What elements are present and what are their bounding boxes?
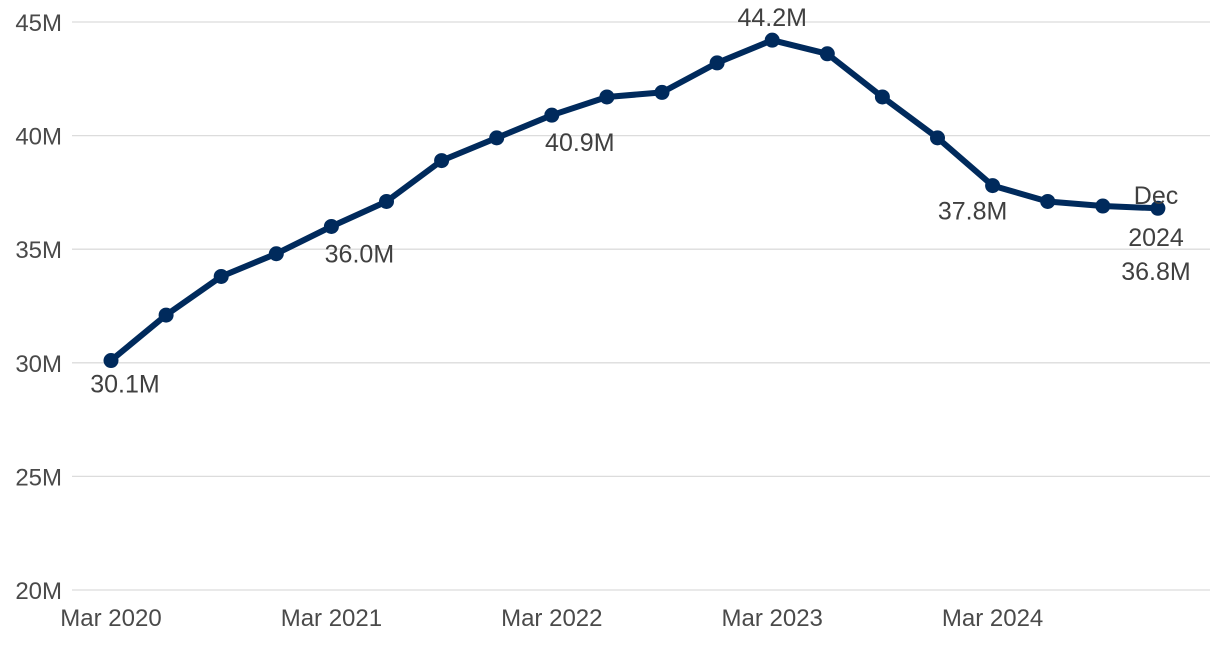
data-label: 30.1M: [90, 371, 159, 399]
data-point: [213, 268, 229, 284]
gridlines: [72, 21, 1210, 591]
x-tick-label: Mar 2024: [942, 605, 1043, 632]
y-tick-label: 30M: [15, 351, 62, 378]
y-tick-label: 35M: [15, 237, 62, 264]
data-point: [379, 193, 394, 209]
y-tick-label: 45M: [15, 10, 62, 37]
data-label: Dec: [1134, 182, 1178, 210]
data-labels: 30.1M 36.0M 40.9M 44.2M 37.8M Dec 2024 36.8M: [90, 4, 1190, 398]
data-point: [1150, 200, 1166, 216]
y-tick-label: 40M: [15, 124, 62, 151]
x-tick-label: Mar 2021: [281, 605, 382, 632]
data-point: [323, 218, 339, 234]
data-point: [930, 130, 945, 146]
data-point: [103, 353, 119, 369]
y-tick-label: 20M: [15, 578, 62, 605]
data-point: [158, 307, 174, 323]
data-point: [1095, 198, 1111, 214]
x-tick-label: Mar 2022: [501, 605, 602, 632]
data-label: 36.8M: [1121, 258, 1190, 286]
y-axis-ticks: 20M 25M 30M 35M 40M 45M: [15, 10, 62, 605]
data-point: [874, 89, 890, 105]
data-label: 44.2M: [737, 4, 806, 32]
x-axis-ticks: Mar 2020 Mar 2021 Mar 2022 Mar 2023 Mar 2024: [60, 605, 1043, 632]
data-label: 2024: [1128, 224, 1184, 252]
data-point: [489, 130, 505, 146]
data-point: [268, 246, 284, 262]
x-tick-label: Mar 2020: [60, 605, 161, 632]
data-point: [544, 107, 560, 123]
series-line-group: [108, 37, 1161, 364]
y-tick-label: 25M: [15, 464, 62, 491]
data-point: [434, 153, 450, 169]
data-label: 40.9M: [545, 129, 614, 157]
data-point: [764, 32, 780, 48]
data-point: [819, 46, 835, 62]
data-point: [985, 178, 1001, 194]
series-points: [103, 32, 1166, 369]
data-point: [599, 89, 615, 105]
data-point: [654, 84, 670, 100]
series-line: [108, 37, 1161, 364]
x-tick-label: Mar 2023: [722, 605, 823, 632]
data-label: 36.0M: [325, 240, 394, 268]
data-point: [709, 55, 725, 71]
data-label: 37.8M: [938, 198, 1007, 226]
data-point: [1040, 193, 1056, 209]
